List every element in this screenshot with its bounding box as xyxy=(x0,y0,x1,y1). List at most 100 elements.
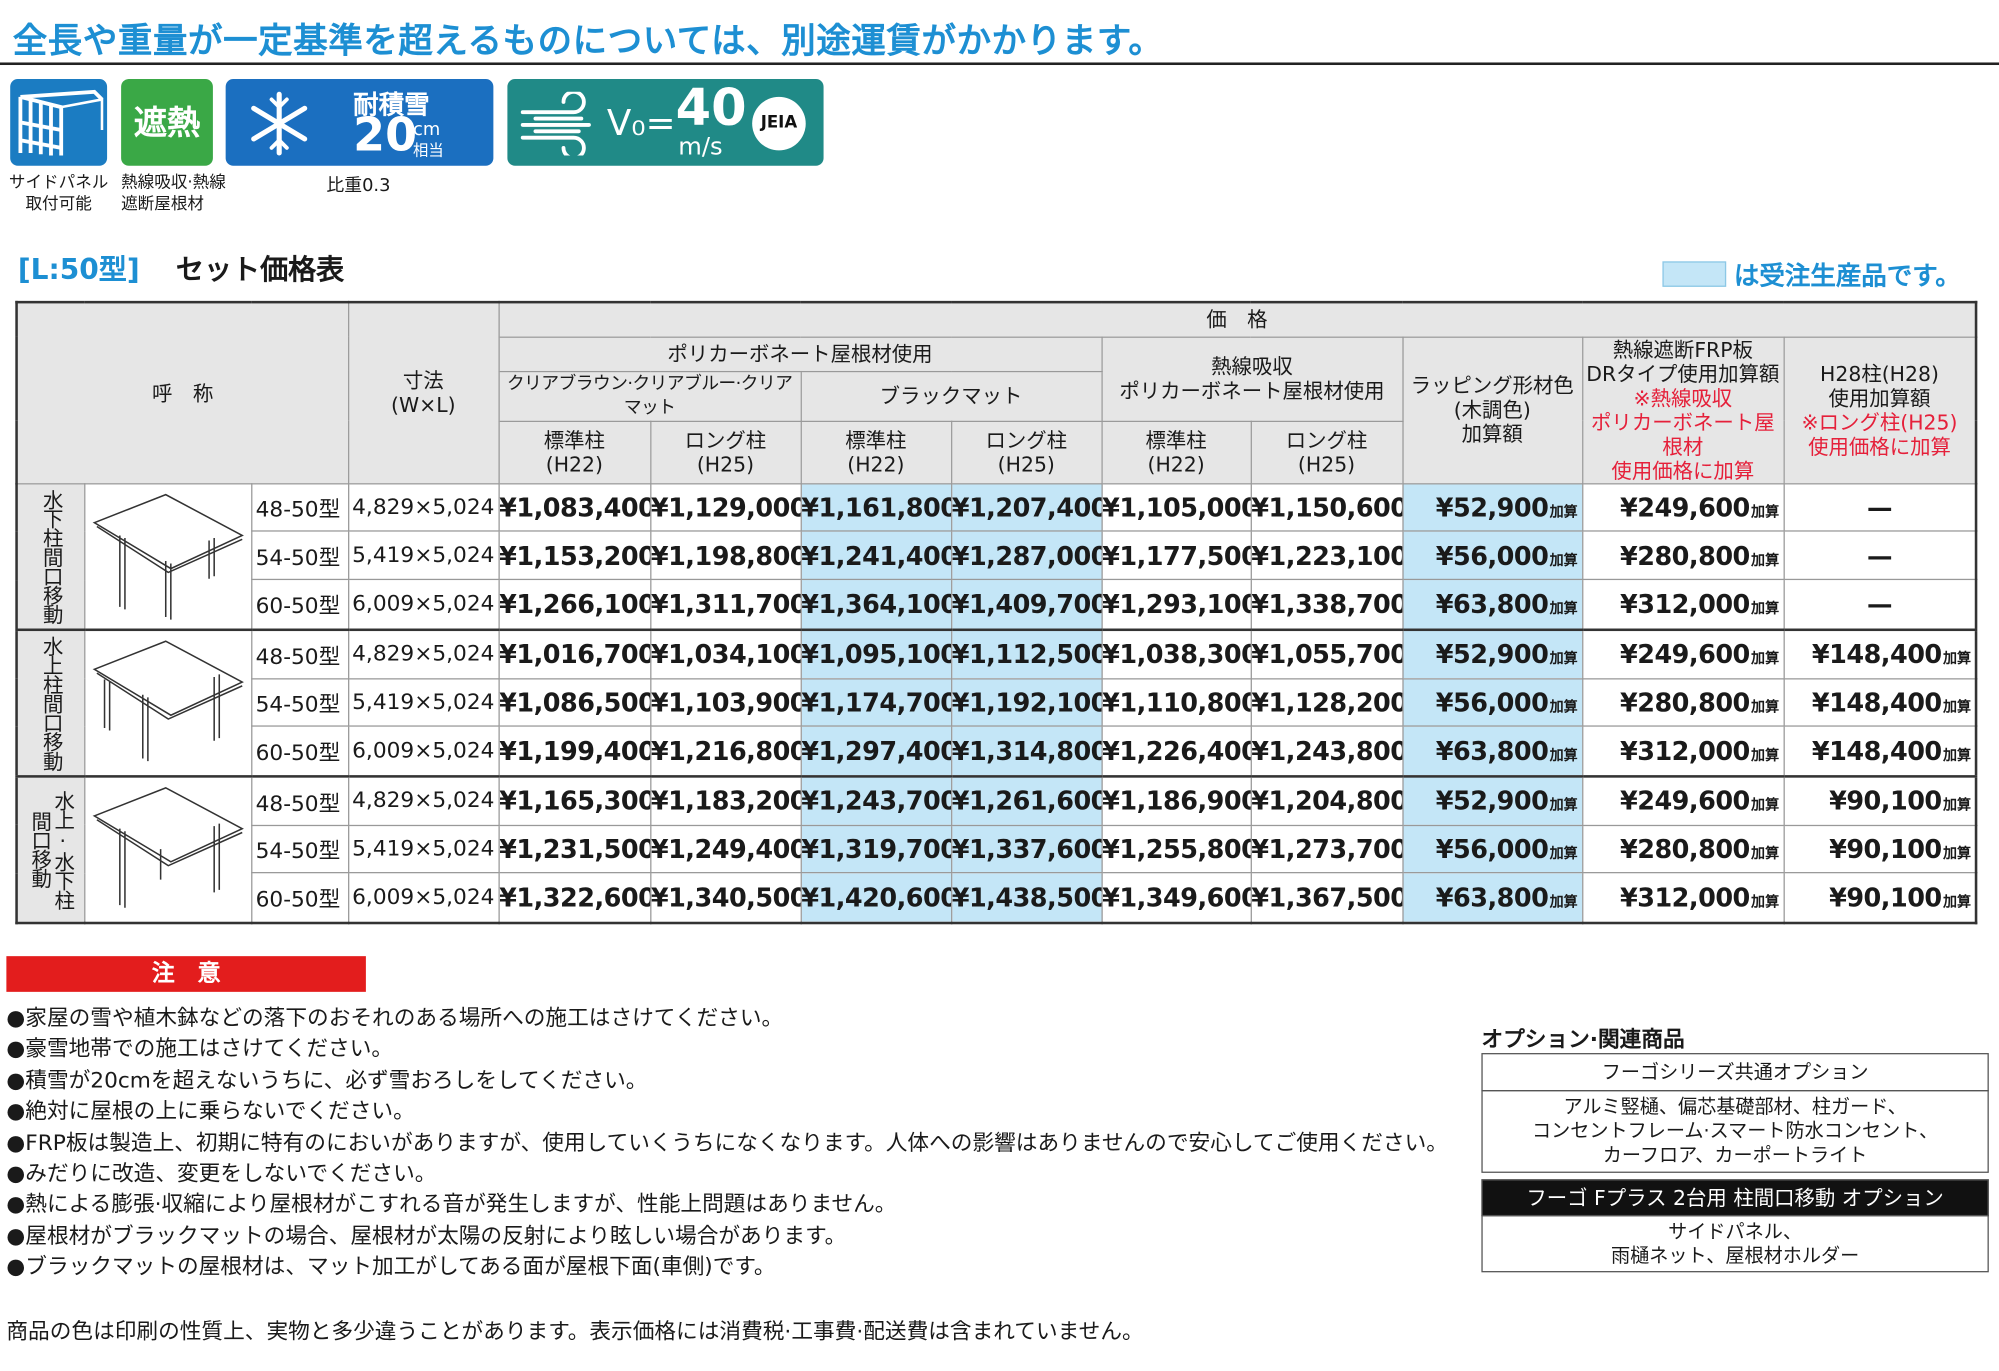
price: ¥1,266,100 xyxy=(499,588,651,620)
footer-note: 商品の色は印刷の性質上、実物と多少違うことがあります。表示価格には消費税·工事費… xyxy=(6,1319,1144,1345)
price: ¥1,231,500 xyxy=(499,833,651,865)
price-cell: ¥1,055,700 xyxy=(1250,627,1404,679)
caution-item: ●家屋の雪や植木鉢などの落下のおそれのある場所への施工はさけてください。 xyxy=(6,1005,784,1032)
price-table: 呼 称 寸法 (W×L) 価 格 ポリカーボネート屋根材使用 熱線吸収 ポリカー… xyxy=(15,300,1978,924)
frp-cell: ¥312,000加算 xyxy=(1581,579,1785,630)
price: ¥1,364,100 xyxy=(801,588,952,620)
price-cell: ¥1,311,700 xyxy=(649,579,802,630)
price: ¥1,016,700 xyxy=(499,638,651,670)
size: 4,829×5,024 xyxy=(347,482,500,533)
price: ¥1,314,800 xyxy=(951,735,1102,767)
frp-cell: ¥312,000加算 xyxy=(1581,726,1785,777)
price: ¥1,192,100 xyxy=(951,687,1102,718)
price: ¥1,128,200 xyxy=(1251,687,1403,718)
h28-price: ¥148,400 xyxy=(1811,687,1942,718)
caution-item: ●屋根材がブラックマットの場合、屋根材が太陽の反射により眩しい場合があります。 xyxy=(6,1223,847,1250)
carport-cell xyxy=(83,774,252,924)
caution-item: ●ブラックマットの屋根材は、マット加工がしてある面が屋根下面(車側)です。 xyxy=(6,1254,776,1281)
options-title: オプション·関連商品 xyxy=(1481,1027,1685,1054)
h28-cell: — xyxy=(1782,530,1977,581)
header-wrapping: ラッピング形材色 (木調色) 加算額 xyxy=(1401,335,1583,484)
price-cell: ¥1,086,500 xyxy=(497,677,651,728)
price-cell: ¥1,192,100 xyxy=(950,677,1103,728)
add-suffix: 加算 xyxy=(1549,796,1578,814)
size: 5,419×5,024 xyxy=(347,530,500,581)
legend-swatch xyxy=(1662,261,1727,287)
option-items: アルミ竪樋、偏芯基礎部材、柱ガード、 コンセントフレーム·スマート防水コンセント… xyxy=(1481,1090,1989,1173)
price: ¥1,340,500 xyxy=(650,882,801,913)
heat-shield-label: 熱線吸収·熱線 遮断屋根材 xyxy=(121,173,226,215)
price: ¥1,293,100 xyxy=(1102,588,1251,620)
header-name: 呼 称 xyxy=(15,301,349,484)
add-suffix: 加算 xyxy=(1549,600,1578,618)
snow-unit-note: 相当 xyxy=(413,141,444,160)
price-cell: ¥1,340,500 xyxy=(649,872,802,923)
price: ¥1,153,200 xyxy=(499,540,651,572)
price: ¥1,349,600 xyxy=(1102,882,1251,913)
h28-cell: ¥148,400加算 xyxy=(1782,627,1977,679)
wrapping-price: ¥63,800 xyxy=(1435,882,1549,913)
price-cell: ¥1,241,400 xyxy=(800,530,952,581)
wind-graphic xyxy=(520,91,591,156)
price: ¥1,367,500 xyxy=(1251,882,1403,913)
table-row: 水上柱間口移動 48-50型 4,829×5,024 ¥1,016,700 ¥1,034… xyxy=(15,627,1977,777)
size: 6,009×5,024 xyxy=(347,872,500,923)
price: ¥1,319,700 xyxy=(801,833,952,865)
price-cell: ¥1,198,800 xyxy=(649,530,802,581)
wrapping-cell: ¥56,000加算 xyxy=(1401,677,1583,728)
price-cell: ¥1,034,100 xyxy=(649,627,802,679)
heat-shield-text: 遮熱 xyxy=(133,104,201,143)
price-cell: ¥1,319,700 xyxy=(800,824,952,874)
size: 4,829×5,024 xyxy=(347,774,500,826)
price: ¥1,177,500 xyxy=(1102,540,1251,572)
header-standard-post: 標準柱 (H22) xyxy=(497,420,651,484)
price: ¥1,338,700 xyxy=(1251,588,1403,620)
add-suffix: 加算 xyxy=(1549,503,1578,521)
price-cell: ¥1,231,500 xyxy=(497,824,651,874)
table-row: 54-50型 5,419×5,024 ¥1,231,500 ¥1,249,400 ¥1,… xyxy=(17,824,1977,874)
price: ¥1,287,000 xyxy=(951,540,1102,572)
price-cell: ¥1,016,700 xyxy=(497,627,651,679)
price-cell: ¥1,161,800 xyxy=(800,482,952,533)
add-suffix: 加算 xyxy=(1942,747,1971,764)
caution-item: ●みだりに改造、変更をしないでください。 xyxy=(6,1161,437,1187)
frp-cell: ¥280,800加算 xyxy=(1581,824,1785,874)
price-cell: ¥1,249,400 xyxy=(649,824,802,874)
size: 6,009×5,024 xyxy=(347,726,500,777)
price-cell: ¥1,364,100 xyxy=(800,579,952,630)
snow-load-icon: 耐積雪 20 cm 相当 xyxy=(225,79,494,166)
h28-price: ¥90,100 xyxy=(1829,882,1942,913)
add-suffix: 加算 xyxy=(1751,845,1780,862)
price: ¥1,129,000 xyxy=(650,492,801,523)
wrapping-cell: ¥52,900加算 xyxy=(1401,482,1583,533)
h28-cell: — xyxy=(1782,579,1977,630)
price: ¥1,112,500 xyxy=(951,638,1102,670)
snow-graphic xyxy=(251,91,308,156)
size: 4,829×5,024 xyxy=(347,627,500,679)
caution-item: ●熱による膨張·収縮により屋根材がこすれる音が発生しますが、性能上問題はありませ… xyxy=(6,1192,897,1218)
carport-cell xyxy=(83,627,252,777)
frp-cell: ¥249,600加算 xyxy=(1581,627,1785,679)
model: 60-50型 xyxy=(250,579,349,630)
price: ¥1,223,100 xyxy=(1251,540,1403,572)
wind-icon: V₀= 40 m/s JEIA xyxy=(507,79,824,166)
wrapping-price: ¥52,900 xyxy=(1435,492,1549,523)
model: 60-50型 xyxy=(250,726,349,777)
price: ¥1,103,900 xyxy=(650,687,801,718)
frp-price: ¥249,600 xyxy=(1619,785,1750,816)
wrapping-cell: ¥56,000加算 xyxy=(1401,824,1583,874)
price: ¥1,161,800 xyxy=(801,492,952,523)
price-cell: ¥1,186,900 xyxy=(1100,774,1252,826)
group-label: 水上柱間口移動 xyxy=(15,627,85,777)
price: ¥1,243,700 xyxy=(801,785,952,816)
price: ¥1,311,700 xyxy=(650,588,801,620)
price-cell: ¥1,177,500 xyxy=(1100,530,1252,581)
price-cell: ¥1,243,800 xyxy=(1250,726,1404,777)
price: ¥1,186,900 xyxy=(1102,785,1251,816)
add-suffix: 加算 xyxy=(1942,893,1971,911)
model: 60-50型 xyxy=(250,872,349,923)
price-cell: ¥1,204,800 xyxy=(1250,774,1404,826)
price-cell: ¥1,420,600 xyxy=(800,872,952,923)
frp-price: ¥249,600 xyxy=(1619,492,1750,523)
frp-cell: ¥249,600加算 xyxy=(1581,482,1785,533)
